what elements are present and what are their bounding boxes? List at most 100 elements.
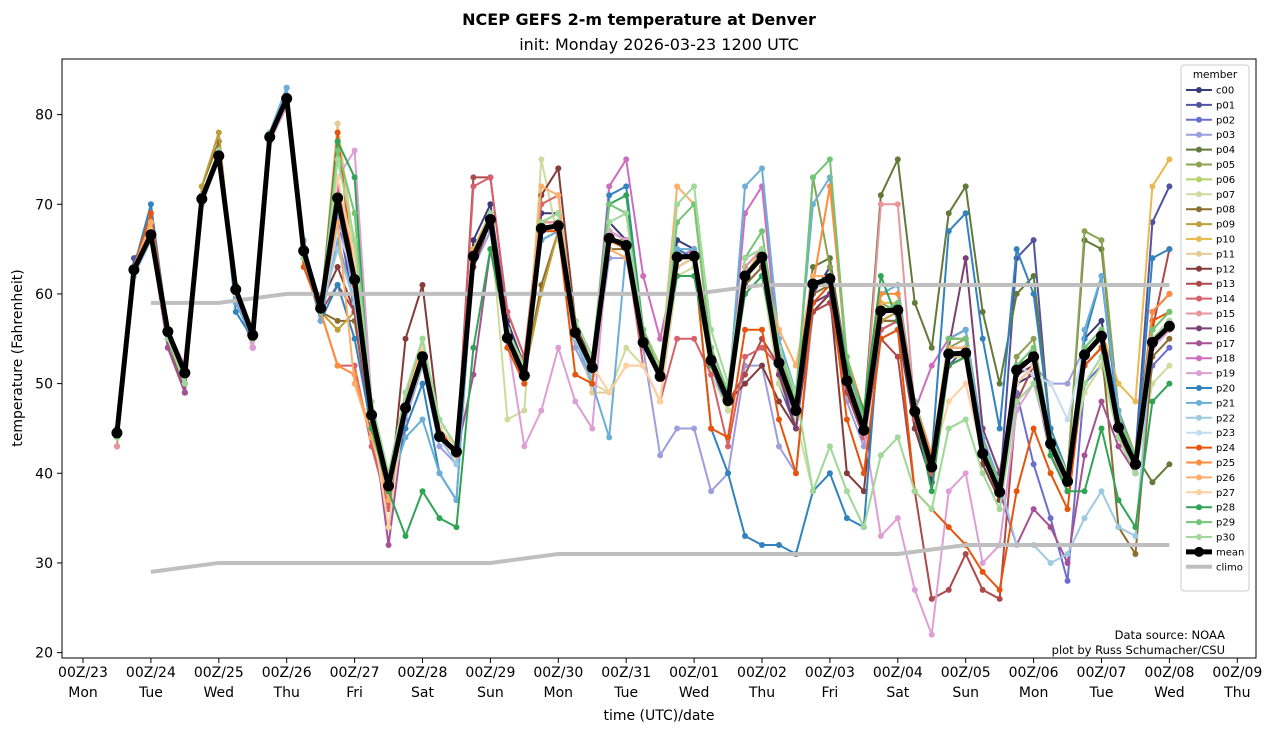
data-point-p13 <box>470 174 477 181</box>
legend-label: p15 <box>1216 309 1235 320</box>
x-tick-day-label: Sun <box>952 685 979 701</box>
legend-marker <box>1196 161 1202 168</box>
data-point-p28 <box>419 488 426 495</box>
data-point-p19 <box>877 533 884 540</box>
data-point-p23 <box>1047 380 1054 387</box>
data-point-p30 <box>351 237 358 244</box>
data-point-mean <box>467 250 479 262</box>
data-point-p30 <box>402 389 409 396</box>
data-point-mean <box>1163 320 1175 332</box>
legend-label: p01 <box>1216 100 1235 111</box>
data-point-p27 <box>623 362 630 369</box>
legend-item-p20: p20 <box>1186 384 1235 395</box>
legend-item-climo: climo <box>1186 562 1243 573</box>
data-point-p16 <box>962 255 969 262</box>
data-point-p13 <box>894 353 901 360</box>
data-point-p19 <box>555 344 562 351</box>
data-point-mean <box>756 251 768 263</box>
data-point-mean <box>433 431 445 443</box>
series-p01 <box>113 93 1173 513</box>
x-tick-label: 00Z/03 <box>805 665 855 681</box>
legend-item-p18: p18 <box>1186 354 1235 365</box>
data-point-p27 <box>640 362 647 369</box>
legend-item-c00: c00 <box>1186 86 1234 97</box>
data-point-p03 <box>775 443 782 450</box>
x-tick-label: 00Z/07 <box>1077 665 1127 681</box>
data-point-mean <box>535 222 547 234</box>
data-point-p20 <box>623 183 630 190</box>
data-point-mean <box>213 150 225 162</box>
data-point-p29 <box>1149 326 1156 333</box>
data-point-p08 <box>334 317 341 324</box>
data-point-p02 <box>1030 461 1037 468</box>
data-point-mean <box>552 220 564 232</box>
data-point-mean <box>994 486 1006 498</box>
data-point-p29 <box>334 147 341 154</box>
data-point-p01 <box>1149 219 1156 226</box>
data-point-p20 <box>351 335 358 342</box>
data-point-p09 <box>215 129 222 136</box>
data-point-p19 <box>911 586 918 593</box>
legend-item-p05: p05 <box>1186 160 1235 171</box>
legend-item-p16: p16 <box>1186 324 1235 335</box>
data-point-p03 <box>691 425 698 432</box>
legend-marker <box>1196 221 1202 228</box>
data-point-p20 <box>1030 290 1037 297</box>
data-point-p04 <box>996 380 1003 387</box>
data-point-p04 <box>1149 479 1156 486</box>
data-point-p20 <box>402 425 409 432</box>
legend-item-p08: p08 <box>1186 205 1235 216</box>
legend-label: p13 <box>1216 279 1235 290</box>
data-point-p25 <box>1149 308 1156 315</box>
data-point-p09 <box>334 326 341 333</box>
data-point-p03 <box>1064 380 1071 387</box>
data-point-p28 <box>334 138 341 145</box>
data-point-p10 <box>1149 183 1156 190</box>
legend-label: p29 <box>1216 518 1235 529</box>
data-point-p29 <box>894 299 901 306</box>
data-point-p14 <box>725 443 732 450</box>
y-axis-label: temperature (Fahrenheit) <box>10 269 26 446</box>
data-point-p30 <box>945 425 952 432</box>
x-tick-day-label: Fri <box>822 685 839 701</box>
x-tick-day-label: Thu <box>1223 685 1250 701</box>
data-point-p19 <box>979 559 986 566</box>
data-point-mean <box>926 461 938 473</box>
legend-item-p10: p10 <box>1186 235 1235 246</box>
data-point-mean <box>298 245 310 257</box>
data-point-p20 <box>759 542 765 549</box>
legend-label: mean <box>1216 547 1244 558</box>
legend-item-p19: p19 <box>1186 369 1235 380</box>
data-point-mean <box>128 264 140 276</box>
data-point-p18 <box>640 273 647 280</box>
data-point-p12 <box>775 398 782 405</box>
legend-label: p19 <box>1216 369 1235 380</box>
data-point-p28 <box>623 192 630 199</box>
data-point-p14 <box>470 183 477 190</box>
data-point-p12 <box>843 470 850 477</box>
data-point-p30 <box>606 219 613 226</box>
data-point-p10 <box>1132 398 1139 405</box>
data-point-p30 <box>555 210 562 217</box>
data-point-p14 <box>708 371 715 378</box>
x-tick-label: 00Z/06 <box>1009 665 1059 681</box>
x-axis: 00Z/23 Mon 00Z/24 Tue 00Z/25 Wed 00Z/26 Thu 00Z/… <box>58 658 1262 701</box>
legend-item-p07: p07 <box>1186 190 1235 201</box>
data-point-p12 <box>759 362 765 369</box>
legend-label: p04 <box>1216 145 1235 156</box>
legend-label: p20 <box>1216 384 1235 395</box>
x-tick-day-label: Wed <box>679 685 710 701</box>
data-point-p28 <box>402 533 409 540</box>
legend-marker <box>1196 325 1202 332</box>
data-point-p18 <box>657 335 664 342</box>
legend-label: p25 <box>1216 458 1235 469</box>
data-point-mean <box>586 361 598 373</box>
legend-marker <box>1196 429 1202 436</box>
data-point-p07 <box>538 156 545 163</box>
data-point-mean <box>366 409 378 421</box>
data-point-p26 <box>147 219 154 226</box>
data-point-mean <box>620 240 632 252</box>
x-tick-day-label: Mon <box>1019 685 1049 701</box>
data-point-p28 <box>487 246 494 253</box>
data-point-mean <box>332 192 344 204</box>
